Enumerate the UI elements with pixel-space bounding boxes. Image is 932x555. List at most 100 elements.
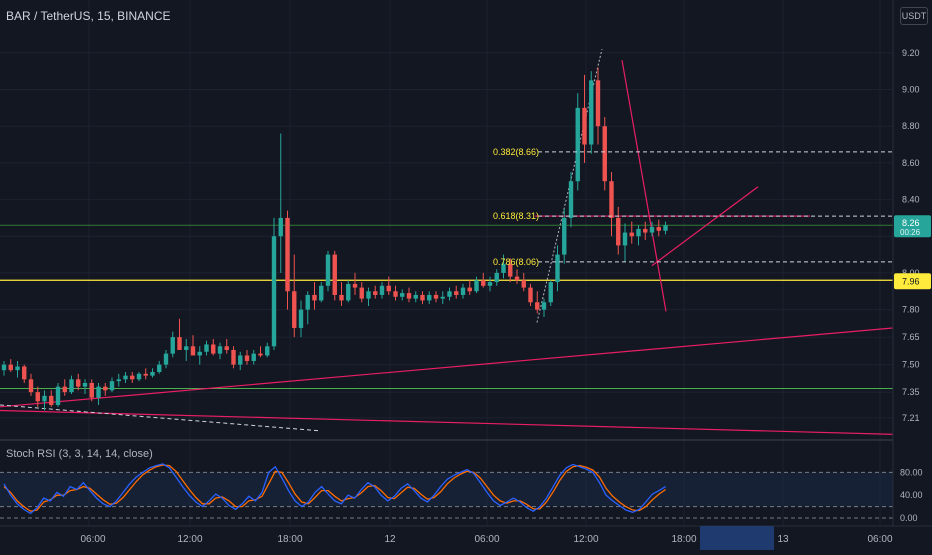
candle-body — [386, 285, 391, 292]
fib-level-label: 0.618(8.31) — [493, 211, 539, 221]
time-axis-label: 18:00 — [277, 534, 302, 545]
candle-body — [217, 346, 223, 354]
candle-body — [508, 263, 513, 277]
rsi-band — [0, 472, 893, 507]
candle-body — [460, 287, 466, 295]
candle-body — [528, 287, 533, 303]
candle-body — [204, 344, 209, 352]
candle-body — [258, 353, 263, 356]
countdown-label: 00:26 — [900, 228, 921, 237]
candle-body — [609, 181, 614, 218]
candle-body — [62, 386, 67, 393]
candle-body — [103, 386, 108, 391]
time-axis-label: 13 — [777, 534, 789, 545]
current-price-tag — [894, 215, 931, 238]
candle-body — [568, 181, 574, 218]
price-tick-label: 8.60 — [902, 158, 920, 168]
candle-body — [130, 375, 135, 380]
candle-body — [622, 232, 628, 246]
candle-body — [447, 291, 452, 297]
candle-body — [305, 294, 310, 310]
candle-body — [562, 217, 567, 255]
candle-body — [285, 217, 290, 292]
ascending-wedge-line — [651, 186, 759, 267]
time-axis-label: 06:00 — [474, 534, 499, 545]
time-axis-label: 18:00 — [671, 534, 696, 545]
price-tick-label: 8.80 — [902, 121, 920, 131]
rsi-level-label: 0.00 — [900, 513, 918, 523]
candle-body — [190, 346, 196, 356]
candle-body — [271, 236, 277, 347]
candle-body — [42, 395, 47, 402]
fibonacci-levels: 0.382(8.66) 0.618(8.31) 0.786(8.06) — [493, 147, 893, 267]
time-axis-bg — [0, 526, 932, 550]
candle-body — [8, 364, 13, 371]
candle-body — [636, 228, 641, 237]
candle-body — [406, 293, 412, 299]
rising-trendline — [0, 327, 894, 408]
candle-body — [400, 293, 405, 297]
price-tick-label: 7.35 — [902, 387, 920, 397]
currency-badge[interactable]: USDT — [900, 7, 928, 25]
price-tick-label: 9.20 — [902, 48, 920, 58]
time-axis-label: 12:00 — [573, 534, 598, 545]
falling-trendline — [0, 409, 894, 435]
symbol-title[interactable]: BAR / TetherUS, 15, BINANCE — [6, 9, 171, 23]
candle-body — [211, 344, 216, 354]
candle-body — [359, 287, 364, 299]
candle-body — [346, 283, 351, 301]
candle-body — [541, 302, 547, 310]
candle-body — [231, 349, 236, 365]
candle-body — [575, 107, 580, 182]
candle-body — [656, 227, 661, 231]
candle-body — [366, 291, 371, 299]
candle-body — [96, 386, 101, 398]
current-price-label: 8.26 — [902, 218, 920, 228]
candle-body — [150, 371, 155, 376]
candle-body — [28, 379, 34, 393]
candle-body — [420, 294, 425, 301]
candle-body — [244, 355, 250, 361]
candle-body — [427, 294, 432, 301]
candle-body — [177, 337, 182, 350]
candle-body — [312, 294, 317, 301]
candle-body — [352, 283, 358, 288]
candle-body — [123, 375, 128, 380]
support-price-label-bg — [894, 273, 931, 290]
candle-body — [22, 366, 27, 380]
candle-body — [184, 346, 189, 350]
candle-body — [15, 366, 20, 371]
candle-body — [595, 80, 601, 127]
candle-body — [440, 296, 445, 299]
time-axis-label: 12 — [384, 534, 396, 545]
candle-body — [501, 263, 506, 273]
candle-body — [373, 291, 378, 295]
stoch-rsi-pane — [0, 463, 893, 519]
candle-body — [454, 291, 459, 295]
candle-body — [514, 276, 520, 281]
candle-body — [467, 287, 472, 292]
price-tick-label: 8.40 — [902, 195, 920, 205]
price-tick-label: 8.00 — [902, 268, 920, 278]
candle-body — [643, 228, 648, 233]
support-price-label: 7.96 — [902, 276, 920, 286]
price-tick-label: 7.65 — [902, 332, 920, 342]
candle-body — [474, 280, 479, 292]
candle-body — [197, 351, 202, 356]
candle-body — [582, 107, 587, 145]
candle-body — [76, 379, 81, 387]
fib-level-label: 0.786(8.06) — [493, 257, 539, 267]
candle-body — [55, 386, 61, 405]
candle-body — [82, 382, 88, 387]
candle-body — [1, 364, 7, 371]
candle-body — [481, 280, 486, 286]
candle-body — [116, 379, 121, 382]
indicator-title[interactable]: Stoch RSI (3, 3, 14, 14, close) — [6, 448, 153, 460]
candle-body — [238, 355, 243, 365]
candle-body — [325, 254, 331, 286]
candle-body — [555, 254, 560, 283]
candle-body — [602, 126, 607, 182]
